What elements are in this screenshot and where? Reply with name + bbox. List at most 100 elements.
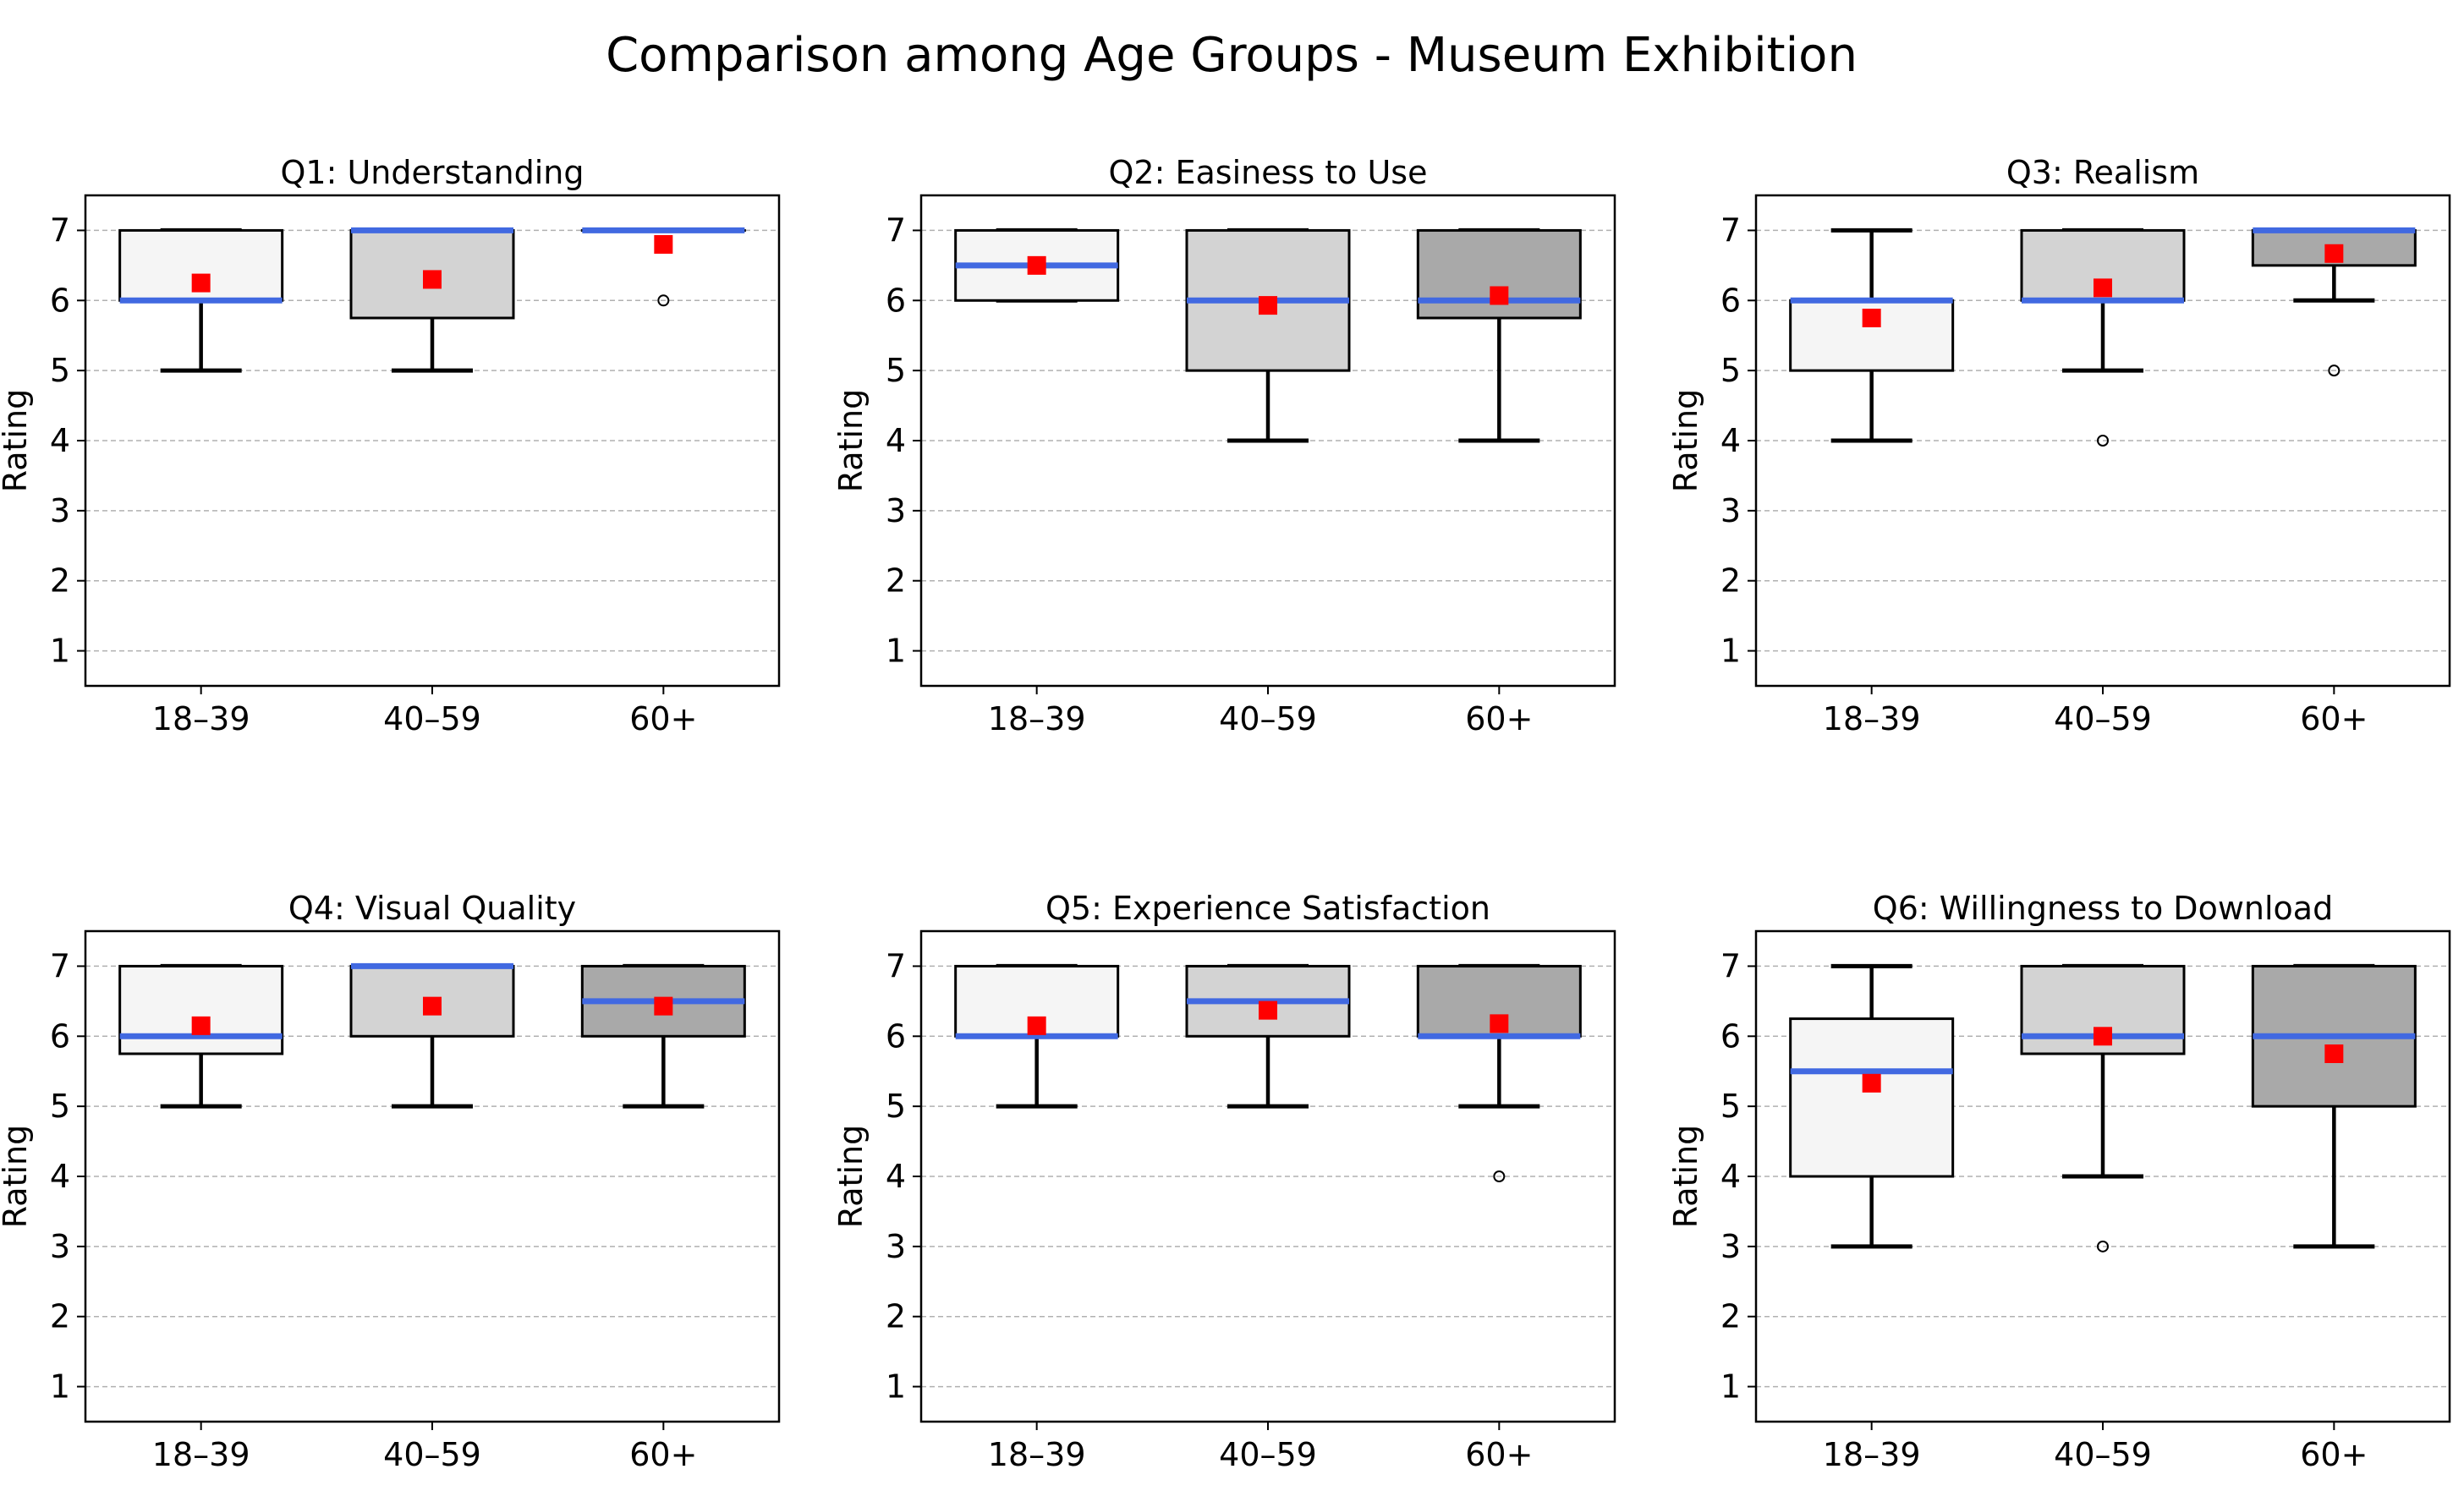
panel-5: 1 2 3 4 5 6 7 18–39 40–59 60+ Q5: Experience Satis…: [832, 890, 1616, 1473]
y-tick-label: 1: [1720, 1368, 1741, 1406]
panel-title: Q1: Understanding: [281, 154, 584, 191]
y-tick-label: 6: [886, 282, 906, 319]
y-tick-label: 7: [886, 211, 906, 249]
y-tick-label: 7: [1720, 947, 1741, 984]
y-tick-label: 5: [50, 352, 70, 389]
x-tick-label: 40–59: [2054, 700, 2152, 737]
y-tick-label: 5: [1720, 1088, 1741, 1125]
axes-frame: [919, 194, 1616, 688]
y-axis-label: Rating: [0, 389, 34, 493]
mean-marker: [654, 996, 673, 1016]
y-tick-label: 7: [50, 211, 70, 249]
box-18–39: [1789, 1017, 1955, 1178]
x-tick-label: 60+: [2300, 700, 2368, 737]
y-tick-label: 5: [1720, 352, 1741, 389]
y-tick-label: 6: [50, 282, 70, 319]
mean-marker: [423, 270, 442, 289]
y-tick-label: 2: [50, 1298, 70, 1335]
panel-2: 1 2 3 4 5 6 7 18–39 40–59 60+ Q2: Easiness to Use R…: [832, 154, 1616, 737]
y-tick-label: 2: [886, 1298, 906, 1335]
y-tick-label: 3: [886, 1228, 906, 1265]
x-tick-label: 60+: [2300, 1436, 2368, 1473]
x-tick-label: 40–59: [1219, 1436, 1317, 1473]
y-tick-label: 1: [886, 633, 906, 670]
outlier-point: [2097, 435, 2109, 447]
panel-6: 1 2 3 4 5 6 7 18–39 40–59 60+ Q6: Willingness to D…: [1667, 890, 2451, 1473]
y-tick-label: 2: [1720, 562, 1741, 600]
y-tick-label: 7: [50, 947, 70, 984]
panel-title: Q6: Willingness to Download: [1873, 890, 2333, 927]
y-tick-label: 2: [50, 562, 70, 600]
axes-frame: [1754, 929, 2451, 1423]
y-tick-label: 7: [886, 947, 906, 984]
y-tick-label: 6: [1720, 282, 1741, 319]
mean-marker: [1862, 1073, 1881, 1093]
mean-marker: [423, 996, 442, 1016]
mean-marker: [1490, 286, 1509, 305]
y-tick-label: 1: [50, 1368, 70, 1406]
y-tick-label: 2: [1720, 1298, 1741, 1335]
y-tick-label: 3: [50, 492, 70, 529]
y-axis-label: Rating: [0, 1125, 34, 1229]
x-tick-label: 40–59: [383, 1436, 481, 1473]
axes-frame: [84, 929, 781, 1423]
y-axis-label: Rating: [832, 389, 870, 493]
x-tick-label: 60+: [629, 1436, 697, 1473]
mean-marker: [1490, 1014, 1509, 1033]
y-axis-label: Rating: [832, 1125, 870, 1229]
x-tick-label: 18–39: [988, 1436, 1086, 1473]
outlier-point: [2328, 365, 2341, 377]
panel-title: Q4: Visual Quality: [288, 890, 576, 927]
axes-frame: [84, 194, 781, 688]
panel-3: 1 2 3 4 5 6 7 18–39 40–59 60+ Q3: Realism Rating: [1667, 154, 2451, 737]
y-tick-label: 4: [50, 1158, 70, 1195]
x-tick-label: 60+: [1465, 1436, 1533, 1473]
outlier-point: [657, 294, 670, 307]
mean-marker: [1027, 255, 1046, 275]
panel-title: Q2: Easiness to Use: [1109, 154, 1428, 191]
y-axis-label: Rating: [1667, 1125, 1704, 1229]
x-tick-label: 18–39: [1823, 700, 1921, 737]
y-tick-label: 2: [886, 562, 906, 600]
box-18–39: [118, 964, 284, 1055]
y-tick-label: 3: [1720, 492, 1741, 529]
y-tick-label: 7: [1720, 211, 1741, 249]
y-tick-label: 3: [50, 1228, 70, 1265]
mean-marker: [1027, 1016, 1046, 1035]
panel-1: 1 2 3 4 5 6 7 18–39 40–59 60+ Q1: Understanding Rat…: [0, 154, 781, 737]
mean-marker: [191, 273, 211, 293]
mean-marker: [1259, 296, 1277, 315]
y-tick-label: 5: [50, 1088, 70, 1125]
x-tick-label: 40–59: [1219, 700, 1317, 737]
y-tick-label: 1: [1720, 633, 1741, 670]
outlier-point: [1493, 1170, 1506, 1182]
x-tick-label: 40–59: [383, 700, 481, 737]
y-tick-label: 4: [886, 422, 906, 459]
axes-frame: [1754, 194, 2451, 688]
mean-marker: [2324, 1044, 2344, 1063]
mean-marker: [2324, 244, 2344, 263]
y-tick-label: 3: [886, 492, 906, 529]
y-tick-label: 4: [1720, 422, 1741, 459]
x-tick-label: 60+: [1465, 700, 1533, 737]
mean-marker: [1259, 1000, 1277, 1020]
x-tick-label: 18–39: [152, 1436, 250, 1473]
panels-group: 1 2 3 4 5 6 7 18–39 40–59 60+ Q1: Understanding Rat…: [0, 154, 2451, 1473]
y-tick-label: 4: [50, 422, 70, 459]
x-tick-label: 40–59: [2054, 1436, 2152, 1473]
x-tick-label: 18–39: [152, 700, 250, 737]
outlier-point: [2097, 1240, 2109, 1253]
mean-marker: [654, 235, 673, 254]
y-tick-label: 3: [1720, 1228, 1741, 1265]
axes-frame: [919, 929, 1616, 1423]
x-tick-label: 18–39: [1823, 1436, 1921, 1473]
panel-title: Q5: Experience Satisfaction: [1045, 890, 1490, 927]
y-tick-label: 1: [50, 633, 70, 670]
panel-title: Q3: Realism: [2006, 154, 2199, 191]
panel-4: 1 2 3 4 5 6 7 18–39 40–59 60+ Q4: Visual Quality Ra…: [0, 890, 781, 1473]
figure-title: Comparison among Age Groups - Museum Exh…: [606, 28, 1858, 83]
y-tick-label: 1: [886, 1368, 906, 1406]
y-tick-label: 6: [50, 1017, 70, 1055]
y-tick-label: 6: [886, 1017, 906, 1055]
